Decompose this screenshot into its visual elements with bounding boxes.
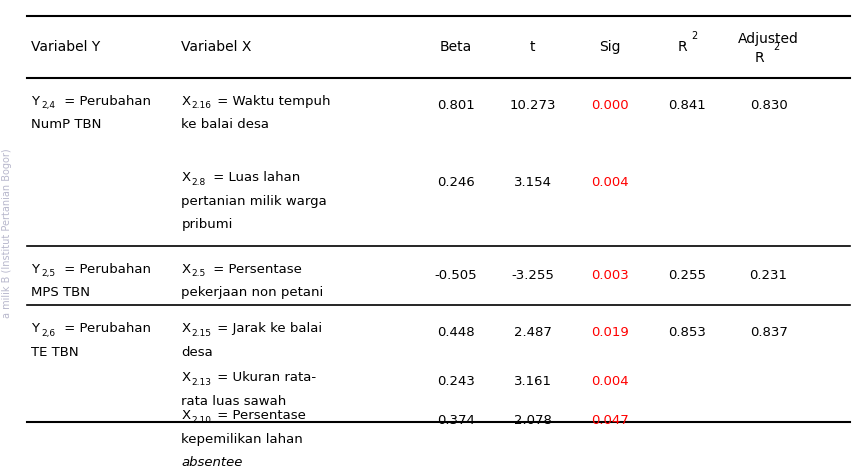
Text: Y: Y (32, 263, 40, 276)
Text: 0.019: 0.019 (591, 327, 629, 339)
Text: = Waktu tempuh: = Waktu tempuh (213, 95, 330, 108)
Text: X: X (181, 263, 191, 276)
Text: 0.047: 0.047 (591, 414, 629, 426)
Text: X: X (181, 95, 191, 108)
Text: 2.5: 2.5 (192, 269, 206, 278)
Text: = Jarak ke balai: = Jarak ke balai (213, 322, 322, 336)
Text: 2,4: 2,4 (41, 101, 56, 110)
Text: = Persentase: = Persentase (213, 410, 306, 423)
Text: MPS TBN: MPS TBN (32, 286, 90, 299)
Text: Y: Y (32, 322, 40, 336)
Text: = Luas lahan: = Luas lahan (209, 171, 300, 185)
Text: Y: Y (32, 95, 40, 108)
Text: 2: 2 (773, 42, 779, 52)
Text: 2,5: 2,5 (41, 269, 56, 278)
Text: Variabel X: Variabel X (181, 40, 252, 54)
Text: X: X (181, 371, 191, 384)
Text: Sig: Sig (599, 40, 621, 54)
Text: absentee: absentee (181, 456, 243, 466)
Text: 0.830: 0.830 (750, 99, 788, 112)
Text: 0.000: 0.000 (591, 99, 629, 112)
Text: 0.231: 0.231 (750, 269, 788, 282)
Text: kepemilikan lahan: kepemilikan lahan (181, 433, 304, 446)
Text: -0.505: -0.505 (434, 269, 477, 282)
Text: R: R (678, 40, 687, 54)
Text: = Perubahan: = Perubahan (59, 263, 150, 276)
Text: 2,6: 2,6 (41, 329, 56, 338)
Text: 2.13: 2.13 (192, 377, 212, 387)
Text: 0.841: 0.841 (668, 99, 706, 112)
Text: 0.246: 0.246 (437, 176, 475, 189)
Text: 0.004: 0.004 (591, 176, 629, 189)
Text: rata luas sawah: rata luas sawah (181, 395, 286, 408)
Text: = Perubahan: = Perubahan (59, 322, 150, 336)
Text: 0.255: 0.255 (668, 269, 706, 282)
Text: X: X (181, 171, 191, 185)
Text: R: R (755, 51, 765, 65)
Text: Adjusted: Adjusted (738, 32, 799, 46)
Text: Variabel Y: Variabel Y (32, 40, 101, 54)
Text: 0.448: 0.448 (437, 327, 475, 339)
Text: 0.374: 0.374 (437, 414, 475, 426)
Text: 0.801: 0.801 (437, 99, 475, 112)
Text: pertanian milik warga: pertanian milik warga (181, 195, 327, 208)
Text: = Perubahan: = Perubahan (59, 95, 150, 108)
Text: ke balai desa: ke balai desa (181, 118, 269, 131)
Text: 2.078: 2.078 (514, 414, 552, 426)
Text: = Persentase: = Persentase (209, 263, 302, 276)
Text: 3.154: 3.154 (514, 176, 552, 189)
Text: 2.16: 2.16 (192, 101, 212, 110)
Text: TE TBN: TE TBN (32, 346, 79, 359)
Text: 2.487: 2.487 (514, 327, 552, 339)
Text: 3.161: 3.161 (514, 375, 552, 388)
Text: pribumi: pribumi (181, 218, 233, 231)
Text: 0.003: 0.003 (591, 269, 629, 282)
Text: 0.853: 0.853 (668, 327, 706, 339)
Text: 0.004: 0.004 (591, 375, 629, 388)
Text: 10.273: 10.273 (510, 99, 556, 112)
Text: 2.10: 2.10 (192, 416, 212, 425)
Text: pekerjaan non petani: pekerjaan non petani (181, 286, 323, 299)
Text: a milik B (Institut Pertanian Bogor): a milik B (Institut Pertanian Bogor) (2, 148, 12, 318)
Text: 0.837: 0.837 (750, 327, 788, 339)
Text: = Ukuran rata-: = Ukuran rata- (213, 371, 316, 384)
Text: t: t (530, 40, 536, 54)
Text: -3.255: -3.255 (512, 269, 555, 282)
Text: X: X (181, 410, 191, 423)
Text: desa: desa (181, 346, 213, 359)
Text: NumP TBN: NumP TBN (32, 118, 101, 131)
Text: 2.8: 2.8 (192, 178, 206, 187)
Text: 2: 2 (691, 32, 697, 41)
Text: 2.15: 2.15 (192, 329, 212, 338)
Text: X: X (181, 322, 191, 336)
Text: 0.243: 0.243 (437, 375, 475, 388)
Text: Beta: Beta (439, 40, 472, 54)
